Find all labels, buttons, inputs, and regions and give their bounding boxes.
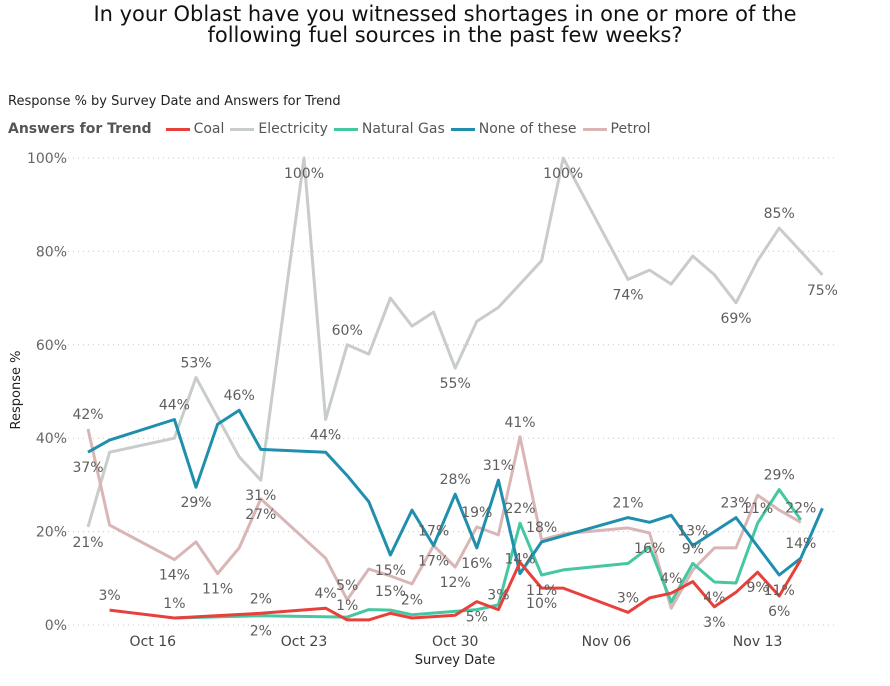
data-label: 29% xyxy=(180,495,211,511)
x-tick-label: Nov 13 xyxy=(733,634,783,650)
legend-item-label[interactable]: Electricity xyxy=(258,121,328,137)
data-label: 16% xyxy=(461,556,492,572)
data-label: 46% xyxy=(224,388,255,404)
data-label: 75% xyxy=(807,283,838,299)
data-label: 9% xyxy=(682,541,704,557)
x-tick-label: Oct 16 xyxy=(130,634,177,650)
data-label: 15% xyxy=(375,563,406,579)
y-tick-label: 40% xyxy=(36,431,67,447)
data-label: 21% xyxy=(72,535,103,551)
data-label: 17% xyxy=(418,524,449,540)
chart-title: In your Oblast have you witnessed shorta… xyxy=(0,4,890,46)
data-label: 9% xyxy=(746,580,768,596)
data-label: 5% xyxy=(466,610,488,626)
data-label: 27% xyxy=(245,507,276,523)
data-label: 85% xyxy=(764,206,795,222)
data-label: 60% xyxy=(332,323,363,339)
data-label: 44% xyxy=(310,428,341,444)
y-tick-label: 20% xyxy=(36,525,67,541)
data-label: 22% xyxy=(504,501,535,517)
data-label: 5% xyxy=(336,578,358,594)
x-axis-title: Survey Date xyxy=(415,653,495,668)
chart-title-line-1: In your Oblast have you witnessed shorta… xyxy=(93,2,797,26)
legend-item-label[interactable]: Petrol xyxy=(610,121,651,137)
data-label: 22% xyxy=(785,500,816,516)
data-label: 14% xyxy=(159,568,190,584)
data-label: 12% xyxy=(440,575,471,591)
data-label: 6% xyxy=(768,604,790,620)
data-label: 15% xyxy=(375,584,406,600)
chart-title-line-2: following fuel sources in the past few w… xyxy=(207,23,683,47)
data-label: 10% xyxy=(526,596,557,612)
data-label: 31% xyxy=(245,488,276,504)
data-label: 29% xyxy=(764,468,795,484)
data-label: 3% xyxy=(617,590,639,606)
x-tick-label: Nov 06 xyxy=(582,634,632,650)
data-label: 28% xyxy=(440,472,471,488)
y-axis-title: Response % xyxy=(9,351,24,430)
data-label: 44% xyxy=(159,398,190,414)
data-label: 3% xyxy=(703,615,725,631)
legend: Answers for Trend Coal Electricity Natural… xyxy=(8,121,651,137)
data-label: 2% xyxy=(250,624,272,640)
legend-swatch xyxy=(165,127,190,131)
y-tick-label: 100% xyxy=(27,151,67,167)
legend-item-label[interactable]: None of these xyxy=(478,121,577,137)
data-label: 11% xyxy=(202,582,233,598)
data-label: 21% xyxy=(612,496,643,512)
data-label: 74% xyxy=(612,287,643,303)
data-label: 14% xyxy=(785,536,816,552)
data-label: 42% xyxy=(72,407,103,423)
data-label: 100% xyxy=(543,166,583,182)
data-label: 31% xyxy=(483,458,514,474)
data-label: 55% xyxy=(440,376,471,392)
legend-swatch xyxy=(333,127,358,131)
data-label: 41% xyxy=(504,415,535,431)
data-label: 4% xyxy=(660,571,682,587)
data-label: 1% xyxy=(336,598,358,614)
y-tick-label: 60% xyxy=(36,338,67,354)
data-label: 53% xyxy=(180,355,211,371)
data-label: 2% xyxy=(250,591,272,607)
data-label: 1% xyxy=(163,596,185,612)
data-label: 2% xyxy=(401,593,423,609)
data-label: 11% xyxy=(764,583,795,599)
data-label: 100% xyxy=(284,166,324,182)
series-line-coal xyxy=(109,558,803,622)
data-label: 4% xyxy=(703,590,725,606)
series-line-petrol xyxy=(86,428,802,610)
data-label: 16% xyxy=(634,541,665,557)
data-label: 11% xyxy=(742,501,773,517)
legend-swatch xyxy=(230,127,255,131)
data-label: 14% xyxy=(504,552,535,568)
data-label: 3% xyxy=(487,588,509,604)
data-label: 4% xyxy=(314,586,336,602)
data-label: 69% xyxy=(720,311,751,327)
legend-item-label[interactable]: Natural Gas xyxy=(361,121,445,137)
series-line-natural-gas xyxy=(174,488,803,620)
legend-item-label[interactable]: Coal xyxy=(193,121,225,137)
data-label: 17% xyxy=(418,554,449,570)
data-label: 18% xyxy=(526,520,557,536)
data-label: 13% xyxy=(677,524,708,540)
data-label: 11% xyxy=(526,583,557,599)
series-line-none-of-these xyxy=(87,408,824,577)
y-tick-label: 80% xyxy=(36,244,67,260)
y-tick-label: 0% xyxy=(45,618,67,634)
x-tick-label: Oct 23 xyxy=(281,634,327,650)
data-label: 3% xyxy=(98,588,120,604)
legend-title: Answers for Trend xyxy=(8,121,152,137)
data-label: 23% xyxy=(720,496,751,512)
data-label: 19% xyxy=(461,505,492,521)
legend-swatch xyxy=(450,127,475,131)
legend-swatch xyxy=(582,127,607,131)
chart-subtitle: Response % by Survey Date and Answers fo… xyxy=(8,94,341,109)
data-label: 37% xyxy=(72,460,103,476)
series-line-electricity xyxy=(86,156,824,528)
x-tick-label: Oct 30 xyxy=(432,634,478,650)
